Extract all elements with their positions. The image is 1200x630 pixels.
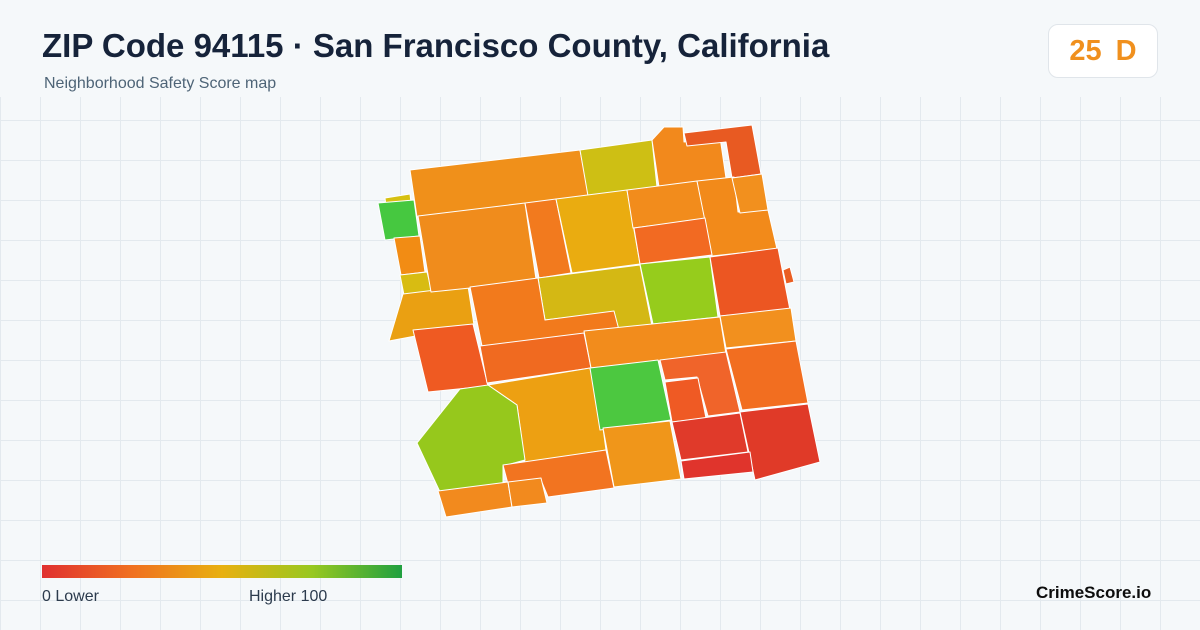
map-block[interactable] <box>633 217 713 265</box>
legend-min-label: 0 Lower <box>42 588 99 605</box>
legend-gradient-bar <box>42 565 402 578</box>
map-block[interactable] <box>659 351 741 417</box>
map-block[interactable] <box>671 412 749 461</box>
map-block[interactable] <box>393 235 426 276</box>
map-block[interactable] <box>731 173 769 214</box>
score-grade: D <box>1115 34 1137 67</box>
map-block[interactable] <box>412 323 489 393</box>
map-block[interactable] <box>709 247 791 317</box>
map-block[interactable] <box>602 420 682 488</box>
map-block[interactable] <box>680 451 754 480</box>
map-block[interactable] <box>417 202 537 293</box>
map-block[interactable] <box>725 340 809 411</box>
page-subtitle: Neighborhood Safety Score map <box>44 75 277 92</box>
score-badge: 25 D <box>1048 24 1158 78</box>
map-block[interactable] <box>507 477 548 508</box>
score-value: 25 <box>1069 34 1102 67</box>
brand-logo-text: CrimeScore.io <box>1036 583 1152 602</box>
legend-max-label: Higher 100 <box>249 588 328 605</box>
map-block[interactable] <box>589 359 672 431</box>
header-bar: ZIP Code 94115 · San Francisco County, C… <box>0 0 1200 97</box>
map-block[interactable] <box>377 199 420 241</box>
neighborhood-blocks <box>377 124 821 518</box>
map-block[interactable] <box>524 198 572 279</box>
map-block[interactable] <box>639 256 719 325</box>
page-title: ZIP Code 94115 · San Francisco County, C… <box>42 27 830 64</box>
map-block[interactable] <box>782 266 795 285</box>
